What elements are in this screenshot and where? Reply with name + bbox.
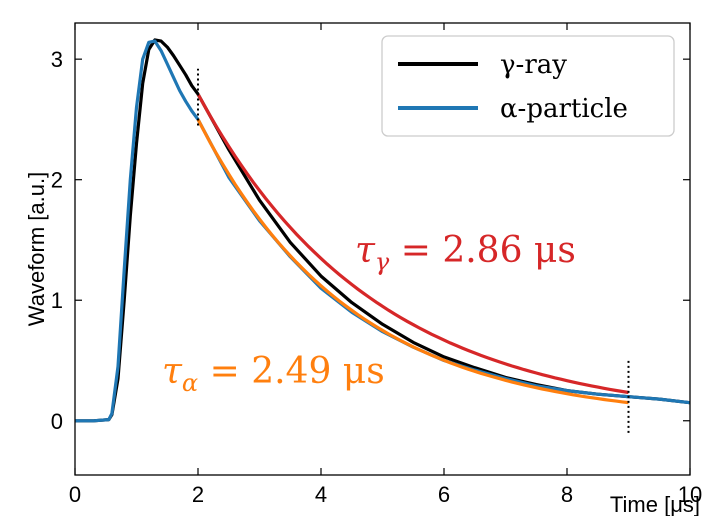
lines-layer: [75, 38, 690, 433]
x-tick-label-3: 6: [438, 482, 450, 507]
x-tick-label-5: 10: [678, 482, 702, 507]
legend-label-alpha: α-particle: [500, 94, 628, 124]
x-tick-label-0: 0: [69, 482, 81, 507]
x-tick-label-4: 8: [561, 482, 573, 507]
y-axis-label: Waveform [a.u.]: [24, 172, 49, 326]
gamma-fit-curve: [196, 93, 629, 395]
annotation-layer: τγ = 2.86 μs τα = 2.49 μs: [162, 230, 576, 397]
tau-gamma-text: = 2.86 μs: [389, 230, 576, 271]
tau-alpha-prefix: τ: [162, 351, 183, 392]
plot-frame: [74, 22, 691, 476]
legend-label-gamma: γ-ray: [500, 50, 567, 80]
y-tick-label-3: 3: [51, 47, 63, 72]
tau-alpha-text: = 2.49 μs: [198, 351, 385, 392]
alpha-fit-curve: [196, 118, 629, 405]
legend: γ-ray α-particle: [381, 35, 675, 137]
series-line-alpha: [75, 39, 690, 423]
tau-alpha-annotation: τα = 2.49 μs: [162, 351, 385, 397]
x-axis-label: Time [μs]: [610, 492, 700, 516]
x-tick-label-2: 4: [315, 482, 327, 507]
tau-gamma-annotation: τγ = 2.86 μs: [355, 230, 576, 276]
y-tick-label-0: 0: [51, 409, 63, 434]
y-tick-label-1: 1: [51, 288, 63, 313]
ticks-layer: 0 2 4 6 8 10 0 1 2 3: [51, 23, 702, 507]
legend-box: [381, 35, 675, 137]
y-tick-label-2: 2: [51, 168, 63, 193]
tau-alpha-sub: α: [182, 369, 198, 397]
tau-gamma-sub: γ: [375, 248, 390, 276]
x-tick-label-1: 2: [192, 482, 204, 507]
tau-gamma-prefix: τ: [355, 230, 376, 271]
